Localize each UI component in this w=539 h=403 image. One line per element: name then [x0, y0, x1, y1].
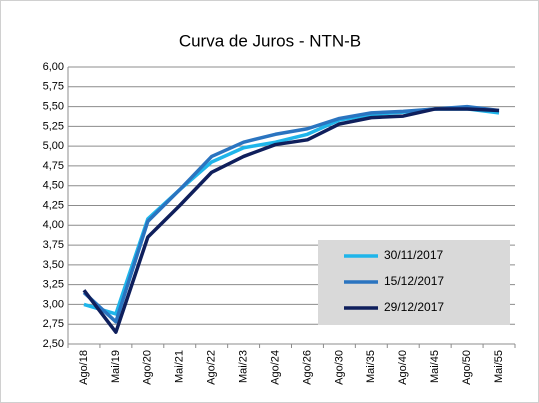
- x-tick-label: Ago/24: [269, 350, 281, 385]
- x-tick-label: Ago/26: [301, 350, 313, 385]
- x-tick-label: Ago/50: [461, 350, 473, 385]
- x-tick-label: Ago/18: [78, 350, 90, 385]
- x-tick-label: Mai/35: [365, 350, 377, 383]
- y-tick-label: 2,75: [43, 318, 64, 330]
- legend-label: 29/12/2017: [384, 300, 444, 314]
- x-tick-label: Mai/45: [429, 350, 441, 383]
- y-tick-label: 4,25: [43, 199, 64, 211]
- y-tick-label: 4,75: [43, 160, 64, 172]
- y-tick-label: 6,00: [43, 61, 64, 73]
- y-tick-label: 2,50: [43, 338, 64, 350]
- y-tick-label: 5,00: [43, 140, 64, 152]
- y-tick-label: 3,75: [43, 239, 64, 251]
- x-tick-label: Ago/22: [206, 350, 218, 385]
- x-tick-label: Ago/30: [333, 350, 345, 385]
- y-tick-label: 4,50: [43, 180, 64, 192]
- y-tick-label: 3,50: [43, 259, 64, 271]
- y-tick-label: 4,00: [43, 219, 64, 231]
- y-tick-label: 5,75: [43, 81, 64, 93]
- y-tick-label: 5,25: [43, 120, 64, 132]
- legend-label: 30/11/2017: [384, 248, 443, 262]
- x-tick-label: Ago/40: [397, 350, 409, 385]
- y-tick-label: 5,50: [43, 100, 64, 112]
- x-tick-label: Mai/55: [493, 350, 505, 383]
- y-tick-label: 3,25: [43, 279, 64, 291]
- x-tick-label: Mai/19: [110, 350, 122, 383]
- legend-label: 15/12/2017: [384, 274, 444, 288]
- x-tick-label: Mai/23: [238, 350, 250, 383]
- x-tick-label: Mai/21: [174, 350, 186, 383]
- x-tick-label: Ago/20: [142, 350, 154, 385]
- chart-title: Curva de Juros - NTN-B: [179, 31, 361, 50]
- y-tick-label: 3,00: [43, 298, 64, 310]
- series-line: [82, 107, 500, 334]
